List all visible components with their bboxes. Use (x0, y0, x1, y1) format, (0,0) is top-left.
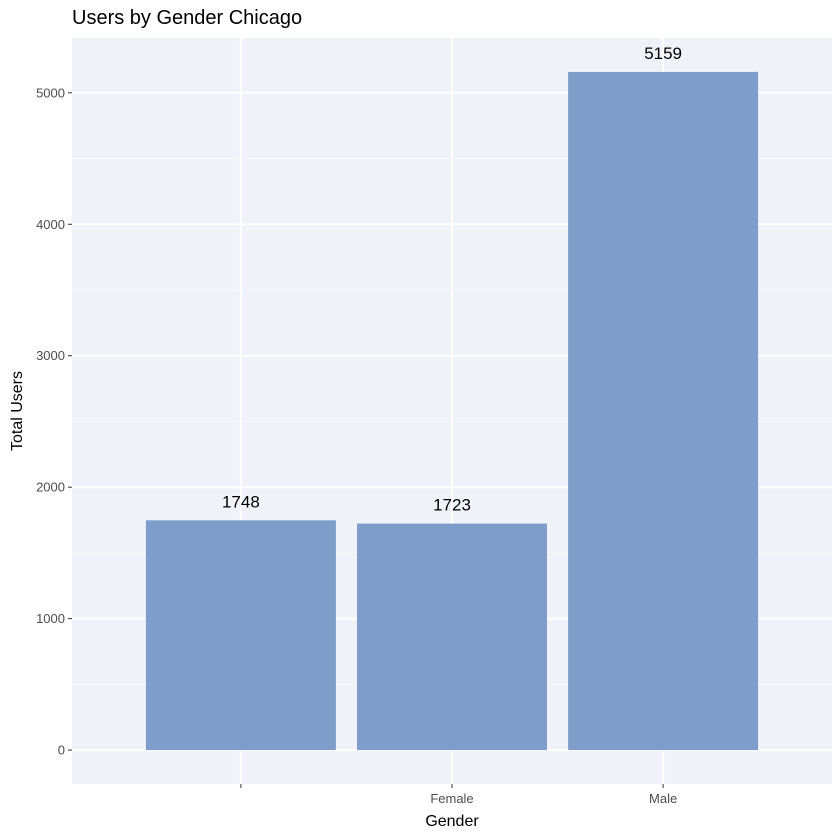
bar (145, 520, 336, 751)
data-labels: 1748 1723 5159 (222, 44, 682, 515)
data-label: 1723 (433, 496, 471, 515)
y-tick-label: 3000 (36, 348, 65, 363)
x-axis: Female Male (240, 784, 677, 806)
data-label: 1748 (222, 492, 260, 511)
data-label: 5159 (644, 44, 682, 63)
x-tick-label: Female (430, 791, 473, 806)
y-tick-label: 5000 (36, 85, 65, 100)
bar (357, 523, 547, 751)
y-axis: 0 1000 2000 3000 4000 5000 (36, 85, 72, 758)
x-tick-label: Male (649, 791, 677, 806)
bar (568, 71, 759, 751)
chart-title: Users by Gender Chicago (72, 7, 302, 29)
y-axis-title: Total Users (9, 371, 26, 451)
y-tick-label: 1000 (36, 611, 65, 626)
bars (145, 71, 759, 751)
y-tick-label: 2000 (36, 480, 65, 495)
y-tick-label: 4000 (36, 217, 65, 232)
x-axis-title: Gender (425, 813, 479, 830)
y-tick-label: 0 (58, 743, 65, 758)
